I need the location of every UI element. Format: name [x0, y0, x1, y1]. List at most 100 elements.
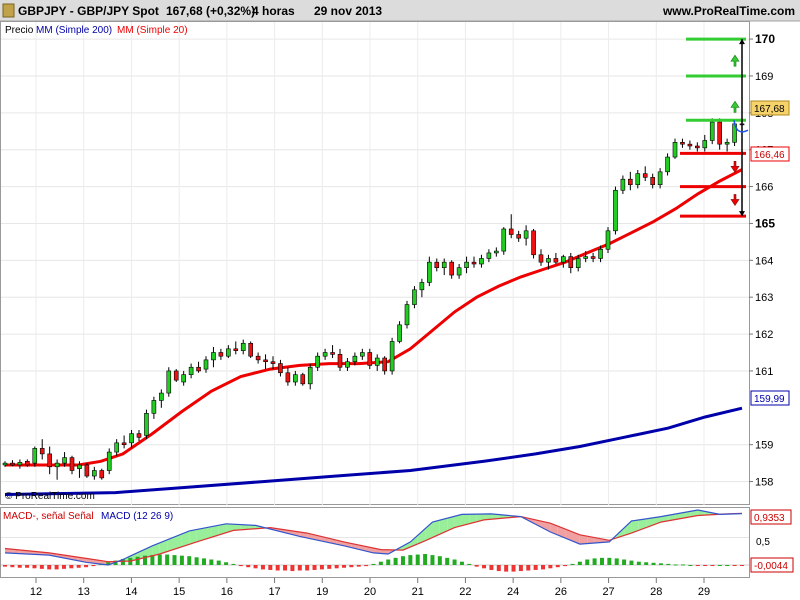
macd-hist-bar [555, 565, 560, 568]
header-flag-icon [2, 3, 15, 18]
macd-tag-hist: -0,0044 [750, 557, 794, 573]
macd-hist-bar [25, 565, 30, 568]
candle-body-up [92, 470, 97, 477]
candle-body-down [337, 354, 343, 368]
candle-body-down [263, 359, 268, 363]
candle-body-down [553, 258, 559, 263]
candle-body-up [702, 140, 708, 149]
header-price-change: 167,68 (+0,32%) [166, 4, 255, 18]
macd-hist-bar [423, 554, 428, 565]
candle [702, 134, 708, 152]
macd-area-segment [535, 519, 544, 529]
macd-hist-bar [644, 562, 649, 565]
arrow-up-icon [730, 100, 740, 113]
candle-body-down [650, 177, 655, 186]
macd-tag-value: 0,9353 [750, 509, 792, 525]
candle-body-up [77, 464, 82, 469]
macd-hist-bar [599, 557, 604, 565]
svg-text:-0,0044: -0,0044 [754, 561, 788, 572]
macd-area-segment [461, 514, 470, 526]
macd-hist-bar [10, 565, 15, 568]
candle-body-up [159, 392, 164, 401]
candle-body-down [84, 464, 90, 477]
candle [575, 254, 581, 272]
candle-body-up [672, 142, 678, 158]
candle-body-up [352, 355, 358, 363]
y-tick-label: 166 [755, 182, 773, 194]
candle [240, 339, 246, 355]
macd-hist-bar [518, 565, 523, 572]
candle [367, 348, 373, 370]
macd-hist-bar [710, 565, 715, 566]
candle [665, 153, 670, 176]
candle [121, 435, 127, 449]
candle-body-down [300, 374, 306, 385]
candle-body-up [598, 248, 603, 259]
macd-hist-bar [563, 565, 568, 567]
candle-body-up [315, 355, 320, 368]
candle-body-up [412, 289, 417, 305]
macd-hist-bar [585, 559, 590, 565]
candle [293, 370, 298, 386]
candle [434, 258, 440, 272]
candle-body-up [2, 462, 8, 466]
header-timeframe: 4 horas [252, 4, 295, 18]
candle [99, 468, 105, 480]
x-tick-label: 28 [650, 586, 662, 598]
candle-body-down [516, 234, 521, 239]
macd-area-segment [5, 548, 13, 554]
candle [374, 354, 380, 371]
candle-body-down [367, 352, 373, 366]
x-tick-label: 21 [412, 586, 424, 598]
x-tick-label: 20 [364, 586, 376, 598]
candle-body-up [724, 142, 730, 145]
macd-area-segment [660, 515, 669, 523]
candle-body-down [642, 173, 648, 178]
macd-hist-bar [179, 555, 184, 565]
macd-area-segment [152, 542, 160, 556]
candle [173, 369, 179, 382]
macd-area-segment [579, 534, 588, 545]
candle [39, 439, 45, 460]
candle [464, 256, 469, 274]
candle-body-up [419, 282, 425, 291]
macd-area-segment [159, 539, 168, 554]
macd-panel [0, 507, 750, 578]
header-date: 29 nov 2013 [314, 4, 382, 18]
y-tick-label: 162 [755, 329, 773, 341]
candle [270, 356, 276, 370]
macd-hist-bar [297, 565, 302, 571]
ma200-layer [4, 406, 743, 496]
candle-body-up [360, 352, 365, 357]
header-symbol: GBPJPY - GBP/JPY Spot [18, 4, 159, 18]
macd-hist-bar [526, 565, 531, 571]
y-tick-label: 159 [755, 440, 773, 452]
candle-body-down [508, 228, 514, 235]
candle-body-up [546, 258, 551, 263]
candle-body-down [538, 254, 544, 263]
macd-area-segment [653, 516, 661, 525]
macd-hist-bar [238, 565, 243, 567]
candle [583, 251, 588, 263]
candle [590, 252, 596, 263]
macd-area-segment [174, 533, 182, 550]
price-tag-ma20: 166,46 [750, 146, 790, 162]
candle [84, 463, 90, 478]
candle-body-up [240, 342, 246, 351]
macd-hist-bar [614, 558, 619, 565]
candle [404, 300, 410, 329]
candle [188, 363, 194, 379]
candle-body-up [54, 462, 60, 468]
header-site: www.ProRealTime.com [662, 4, 795, 18]
candle-body-up [613, 189, 618, 232]
macd-area-segment [218, 523, 227, 535]
candle-body-up [307, 366, 313, 385]
macd-hist-bar [658, 563, 663, 565]
macd-area-segment [181, 530, 190, 547]
macd-hist-bar [32, 565, 37, 569]
svg-text:167,68: 167,68 [754, 104, 785, 115]
macd-hist-bar [312, 565, 317, 570]
x-tick-label: 15 [173, 586, 185, 598]
ma200-line [4, 406, 743, 496]
